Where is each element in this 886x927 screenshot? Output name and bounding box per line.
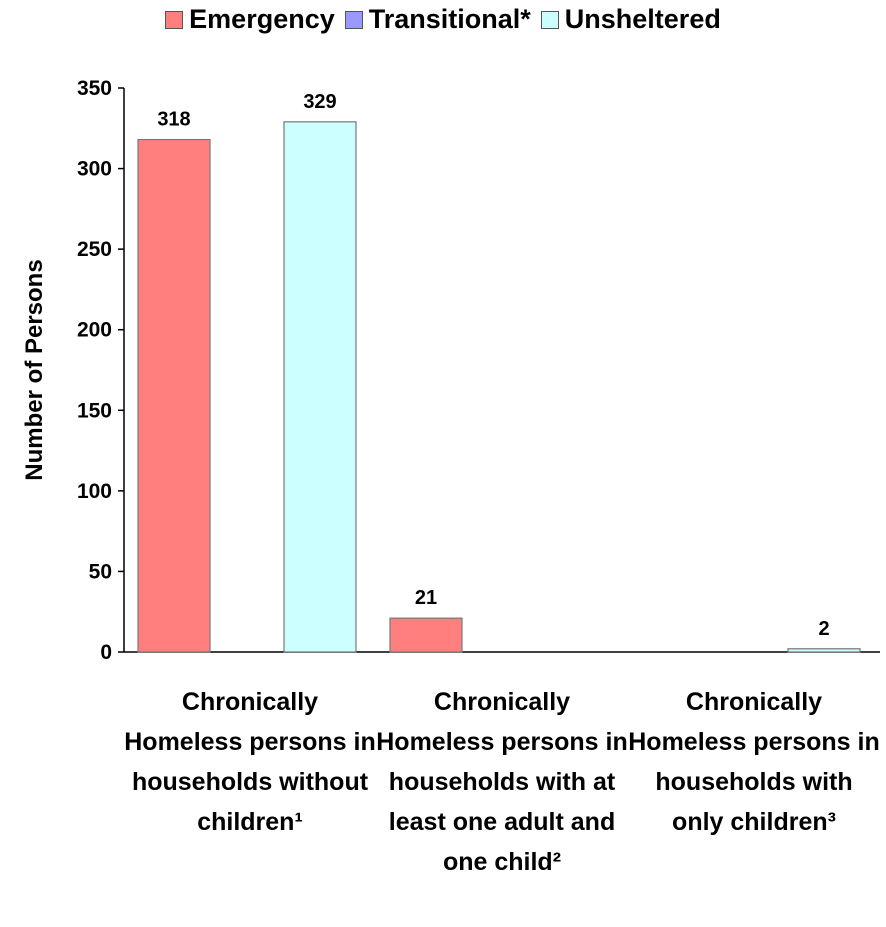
y-tick-label: 50 bbox=[89, 560, 112, 583]
y-tick-label: 100 bbox=[77, 480, 112, 503]
y-tick-label: 300 bbox=[77, 158, 112, 181]
y-tick-label: 0 bbox=[100, 641, 112, 664]
y-tick-label: 250 bbox=[77, 238, 112, 261]
bar-unsheltered-3 bbox=[787, 648, 861, 653]
y-tick-label: 350 bbox=[77, 77, 112, 100]
y-axis-label: Number of Persons bbox=[21, 259, 48, 480]
category-label-3: Chronically Homeless persons in househol… bbox=[628, 688, 880, 836]
y-tick-label: 200 bbox=[77, 319, 112, 342]
legend-label-emergency: Emergency bbox=[189, 4, 335, 34]
legend-item-unsheltered: Unsheltered bbox=[540, 4, 721, 35]
y-tick-label: 150 bbox=[77, 399, 112, 422]
legend-swatch-unsheltered bbox=[540, 10, 559, 29]
legend: Emergency Transitional* Unsheltered bbox=[0, 4, 886, 35]
data-label: 318 bbox=[157, 109, 190, 131]
category-label-1: Chronically Homeless persons in househol… bbox=[124, 688, 376, 836]
legend-label-unsheltered: Unsheltered bbox=[564, 4, 721, 34]
bar-unsheltered-1 bbox=[283, 121, 357, 653]
data-label: 2 bbox=[818, 618, 829, 640]
legend-swatch-transitional bbox=[344, 10, 363, 29]
bar-emergency-1 bbox=[137, 138, 211, 653]
category-label-2: Chronically Homeless persons in househol… bbox=[376, 688, 628, 876]
data-label: 21 bbox=[415, 587, 437, 609]
legend-item-emergency: Emergency bbox=[165, 4, 335, 35]
legend-swatch-emergency bbox=[165, 10, 184, 29]
bar-emergency-2 bbox=[389, 617, 463, 653]
legend-label-transitional: Transitional* bbox=[368, 4, 531, 34]
legend-item-transitional: Transitional* bbox=[344, 4, 531, 35]
data-label: 329 bbox=[303, 91, 336, 113]
